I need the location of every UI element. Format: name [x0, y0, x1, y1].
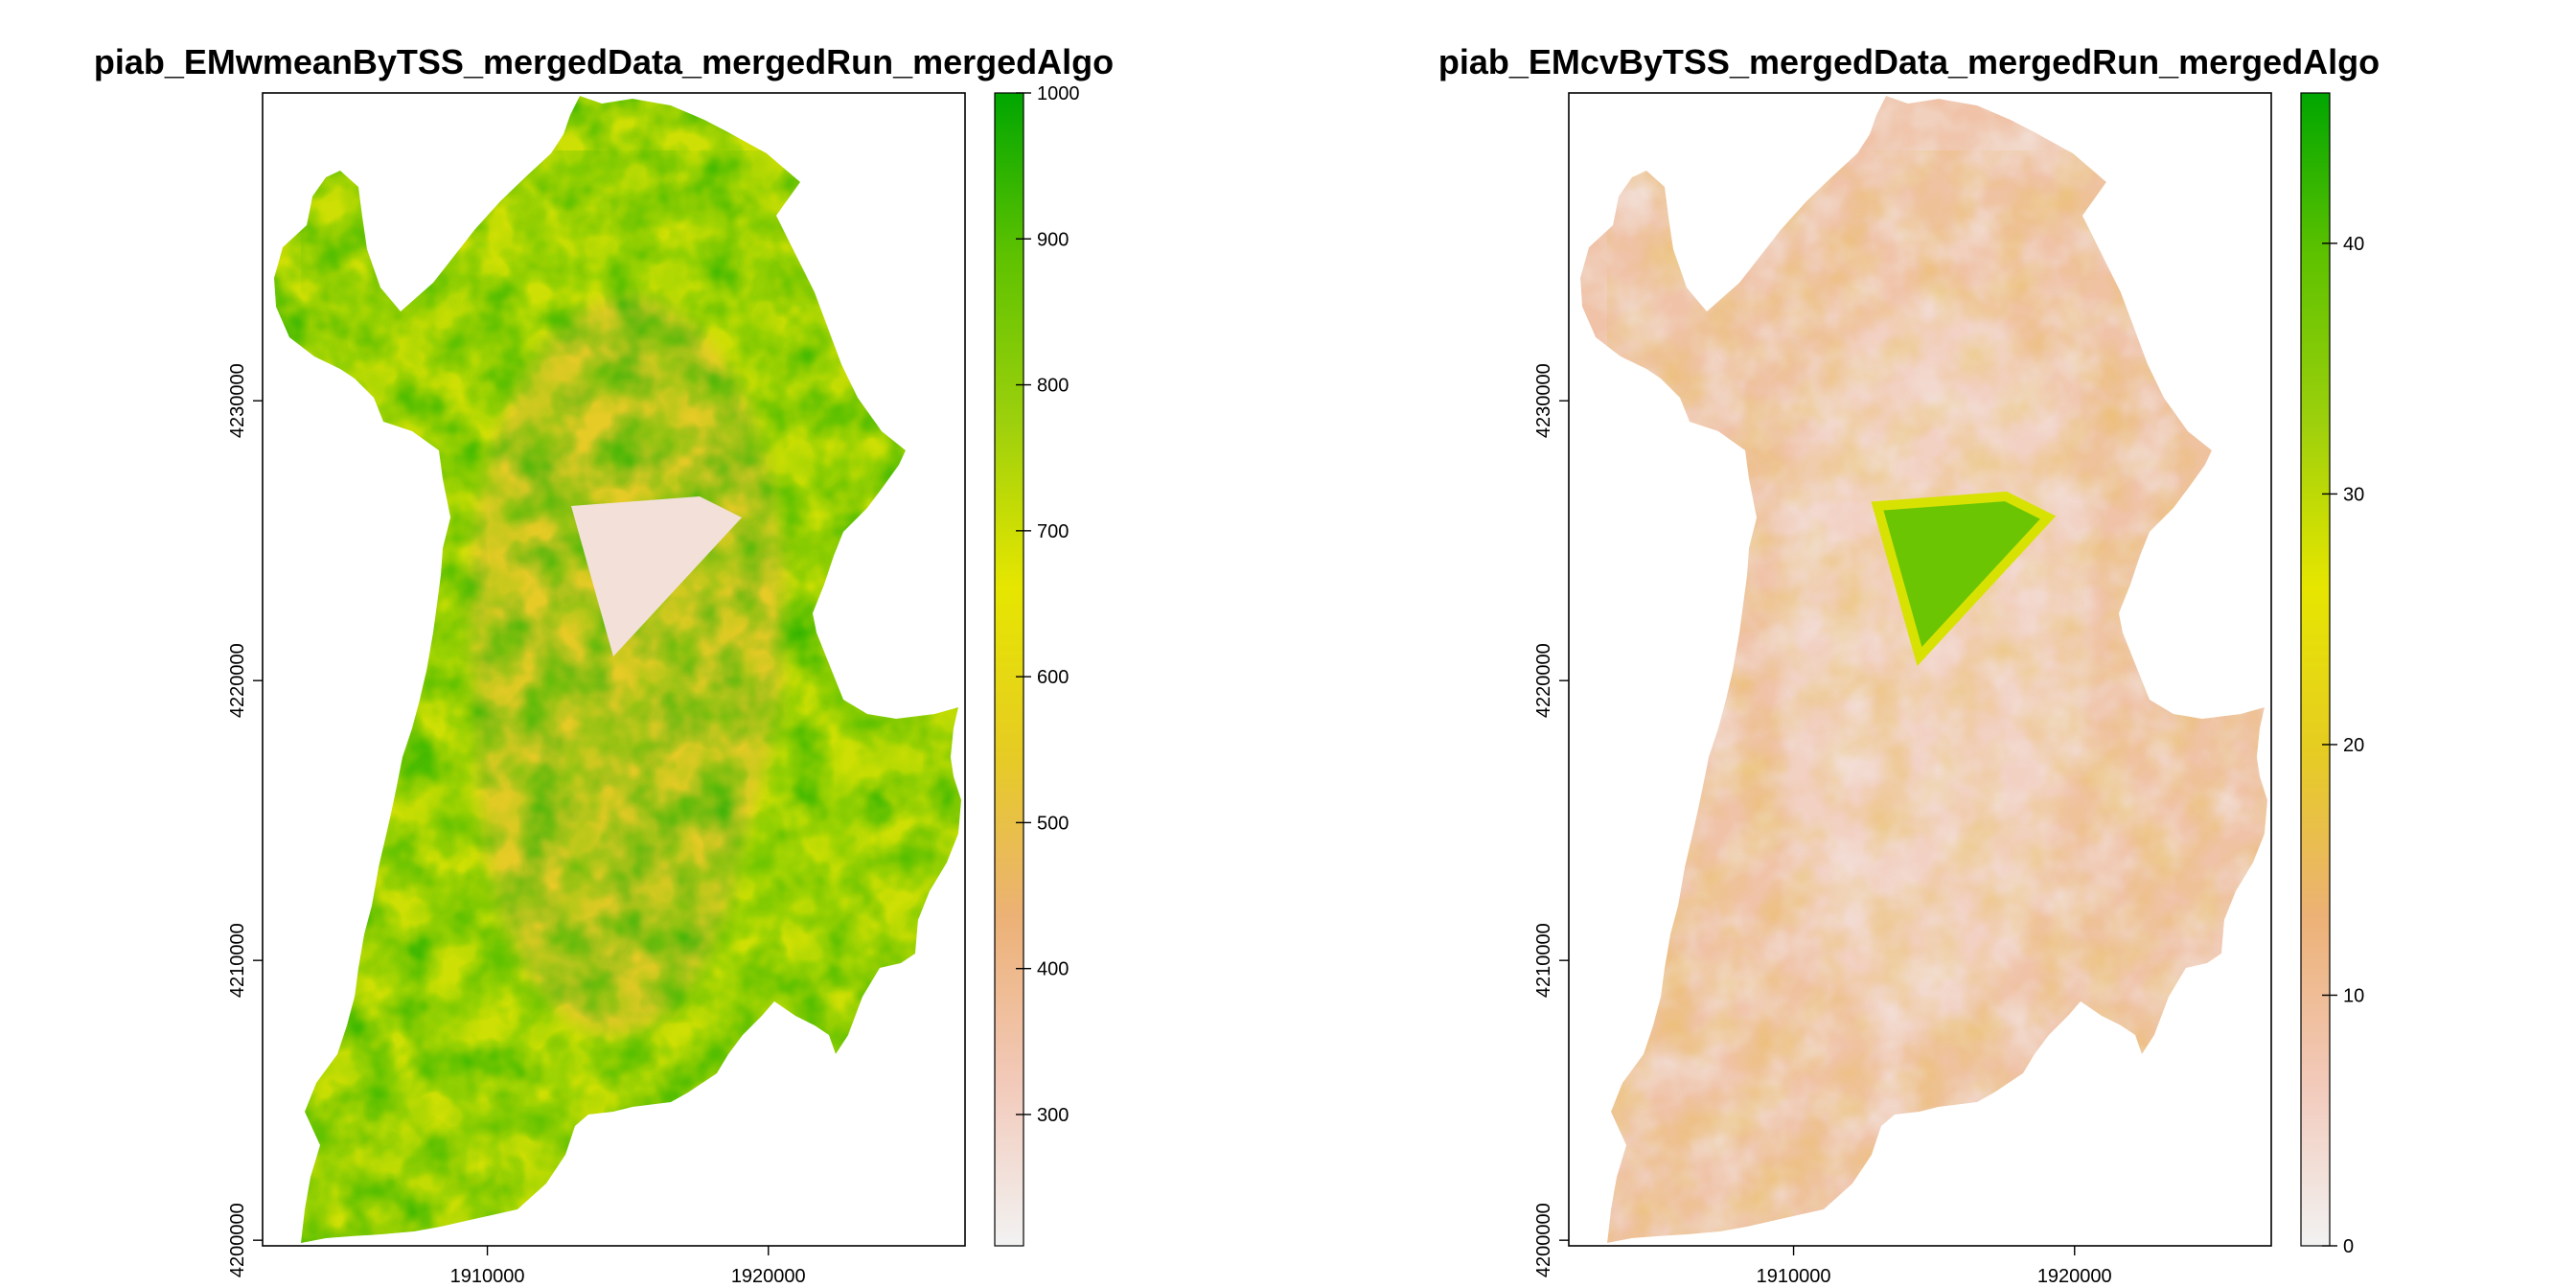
triangular-feature — [571, 496, 742, 656]
colorbar-tick-label: 40 — [2343, 234, 2364, 255]
y-tick-label: 4210000 — [1533, 923, 1554, 998]
y-tick-label: 4200000 — [227, 1203, 248, 1277]
triangular-feature — [1871, 491, 2057, 666]
y-tick-label: 4220000 — [227, 643, 248, 718]
cv-map-panel: piab_EMcvByTSS_mergedData_mergedRun_merg… — [1438, 42, 2380, 1287]
colorbar-gradient — [994, 92, 1024, 1247]
cv-raster — [1580, 96, 2267, 1243]
y-tick-label: 4220000 — [1533, 643, 1554, 718]
x-tick-label: 1920000 — [2037, 1266, 2112, 1287]
colorbar-tick-label: 1000 — [1037, 83, 1080, 104]
colorbar-tick-label: 500 — [1037, 813, 1069, 834]
y-tick-label: 4230000 — [1533, 363, 1554, 438]
cv-x-axis: 1910000 1920000 — [1757, 1246, 2112, 1287]
raster-surface — [274, 96, 961, 1243]
wmean-y-axis: 4200000 4210000 4220000 4230000 — [227, 363, 263, 1277]
colorbar-tick-label: 0 — [2343, 1236, 2354, 1257]
colorbar-tick-label: 20 — [2343, 735, 2364, 756]
wmean-plot-frame — [262, 92, 966, 1247]
cv-plot-frame — [1568, 92, 2272, 1247]
raster-texture-2 — [1607, 150, 2267, 1243]
x-tick-label: 1920000 — [731, 1266, 806, 1287]
colorbar-tick-label: 300 — [1037, 1105, 1069, 1126]
wmean-x-axis: 1910000 1920000 — [450, 1246, 806, 1287]
colorbar-gradient — [2300, 92, 2331, 1247]
colorbar-tick-label: 30 — [2343, 484, 2364, 505]
raster-texture-2 — [301, 150, 961, 1243]
cv-y-axis: 4200000 4210000 4220000 4230000 — [1533, 363, 1569, 1277]
raster-surface — [1580, 96, 2267, 1243]
wmean-colorbar: 300 400 500 600 700 800 900 1000 — [994, 83, 1080, 1247]
x-tick-label: 1910000 — [450, 1266, 525, 1287]
x-tick-label: 1910000 — [1757, 1266, 1831, 1287]
colorbar-tick-label: 400 — [1037, 959, 1069, 980]
colorbar-tick-label: 10 — [2343, 985, 2364, 1006]
wmean-map-panel: piab_EMwmeanByTSS_mergedData_mergedRun_m… — [94, 42, 1114, 1287]
y-tick-label: 4210000 — [227, 923, 248, 998]
colorbar-tick-label: 800 — [1037, 376, 1069, 397]
y-tick-label: 4200000 — [1533, 1203, 1554, 1277]
colorbar-tick-label: 900 — [1037, 229, 1069, 250]
wmean-raster — [274, 96, 961, 1243]
wmean-map-title: piab_EMwmeanByTSS_mergedData_mergedRun_m… — [94, 42, 1114, 81]
colorbar-tick-label: 700 — [1037, 521, 1069, 542]
y-tick-label: 4230000 — [227, 363, 248, 438]
colorbar-tick-label: 600 — [1037, 667, 1069, 688]
cv-map-title: piab_EMcvByTSS_mergedData_mergedRun_merg… — [1438, 42, 2380, 81]
cv-colorbar: 0 10 20 30 40 — [2300, 92, 2364, 1257]
